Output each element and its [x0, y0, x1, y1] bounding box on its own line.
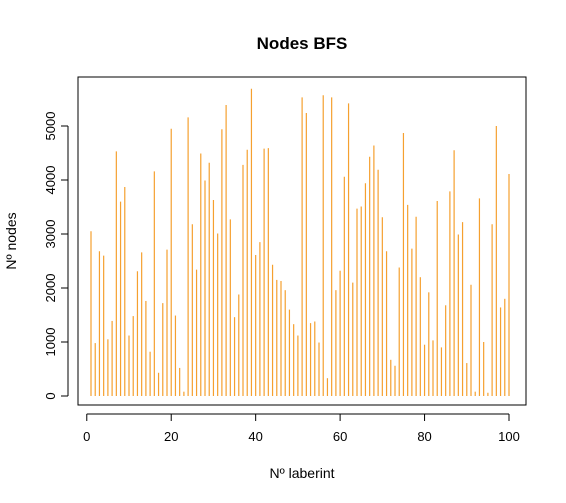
x-axis-label: Nº laberint [269, 465, 334, 481]
x-tick-label-100: 100 [498, 429, 520, 444]
y-tick-label-3000: 3000 [43, 220, 58, 249]
bars-group [90, 88, 510, 396]
y-tick-label-1000: 1000 [43, 328, 58, 357]
y-tick-label-2000: 2000 [43, 274, 58, 303]
y-axis: 0 1000 2000 3000 4000 5000 [43, 112, 69, 400]
chart-title: Nodes BFS [257, 34, 348, 53]
x-tick-label-20: 20 [164, 429, 178, 444]
y-tick-label-4000: 4000 [43, 166, 58, 195]
x-tick-label-80: 80 [417, 429, 431, 444]
y-tick-label-5000: 5000 [43, 112, 58, 141]
x-tick-label-60: 60 [333, 429, 347, 444]
plot-area-border [77, 76, 527, 406]
x-axis: 0 20 40 60 80 100 [83, 413, 520, 444]
x-tick-label-0: 0 [83, 429, 90, 444]
y-axis-label: Nº nodes [3, 212, 19, 269]
x-tick-label-40: 40 [248, 429, 262, 444]
y-tick-label-0: 0 [43, 392, 58, 399]
